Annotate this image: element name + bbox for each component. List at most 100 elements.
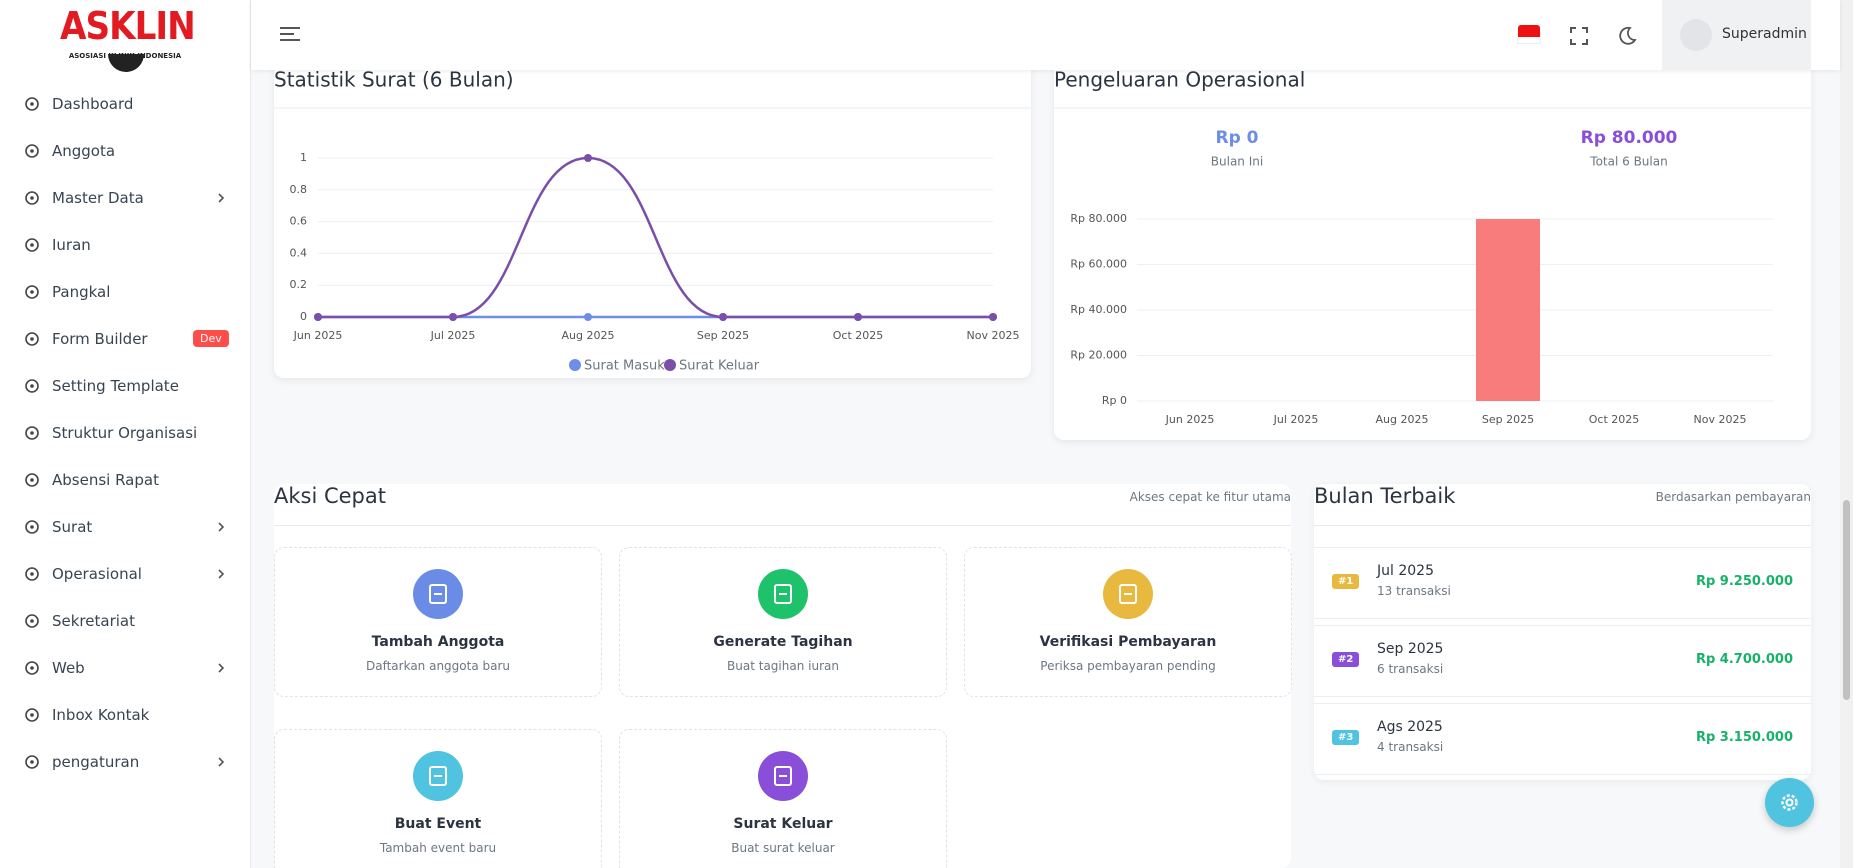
- action-description: Buat surat keluar: [731, 841, 835, 855]
- action-description: Buat tagihan iuran: [727, 659, 839, 673]
- menu-item[interactable]: Sekretariat: [14, 603, 236, 639]
- user-menu[interactable]: Superadmin: [1662, 0, 1811, 70]
- menu-label: Surat: [52, 518, 93, 536]
- menu-item[interactable]: Dashboard: [14, 86, 236, 122]
- menu-item[interactable]: Master Data: [14, 180, 236, 216]
- menu-label: Pangkal: [52, 283, 111, 301]
- action-title: Generate Tagihan: [713, 634, 853, 650]
- action-card[interactable]: Tambah Anggota Daftarkan anggota baru: [274, 547, 602, 697]
- menu-icon: [25, 238, 39, 252]
- fullscreen-button[interactable]: [1569, 26, 1589, 46]
- action-description: Tambah event baru: [379, 841, 497, 855]
- rank-badge: #2: [1332, 652, 1360, 667]
- action-title: Tambah Anggota: [371, 634, 505, 650]
- submenu-arrow: [218, 569, 225, 579]
- transactions: 4 transaksi: [1377, 740, 1444, 754]
- action-icon: [1103, 569, 1153, 619]
- logo-title: ASKLIN: [60, 4, 196, 48]
- ranking-row: #3 Ags 2025 4 transaksi Rp 3.150.000: [1314, 703, 1811, 775]
- language-flag[interactable]: [1518, 25, 1540, 37]
- menu-item[interactable]: Inbox Kontak: [14, 697, 236, 733]
- logo-emblem: [108, 54, 144, 72]
- theme-toggle[interactable]: [1615, 25, 1637, 47]
- menu-icon: [25, 426, 39, 440]
- menu-icon: [25, 144, 39, 158]
- action-title: Surat Keluar: [733, 816, 833, 832]
- menu-item[interactable]: Surat: [14, 509, 236, 545]
- menu-icon: [25, 379, 39, 393]
- menu-icon: [25, 191, 39, 205]
- menu-item[interactable]: Anggota: [14, 133, 236, 169]
- icon-glyph: [429, 584, 447, 604]
- action-icon: [758, 751, 808, 801]
- menu-item[interactable]: pengaturan: [14, 744, 236, 780]
- rank-badge: #3: [1332, 730, 1360, 745]
- amount: Rp 9.250.000: [1695, 574, 1793, 589]
- amount: Rp 4.700.000: [1695, 652, 1793, 667]
- menu-label: Anggota: [52, 142, 116, 160]
- menu-label: Master Data: [52, 189, 144, 207]
- menu-icon: [25, 97, 39, 111]
- action-card[interactable]: Surat Keluar Buat surat keluar: [619, 729, 947, 868]
- menu-badge: Dev: [193, 330, 229, 347]
- menu-item[interactable]: Form Builder Dev: [14, 321, 236, 357]
- scroll-thumb[interactable]: [1843, 500, 1850, 700]
- action-icon: [413, 569, 463, 619]
- action-description: Periksa pembayaran pending: [1040, 659, 1216, 673]
- transactions: 13 transaksi: [1377, 584, 1451, 598]
- action-icon: [413, 751, 463, 801]
- submenu-arrow: [218, 522, 225, 532]
- action-title: Verifikasi Pembayaran: [1039, 634, 1217, 650]
- menu-label: Struktur Organisasi: [52, 424, 198, 442]
- divider: [274, 525, 1291, 526]
- menu-label: Sekretariat: [52, 612, 135, 630]
- transactions: 6 transaksi: [1377, 662, 1444, 676]
- icon-glyph: [774, 584, 792, 604]
- menu-icon: [25, 285, 39, 299]
- menu-item[interactable]: Pangkal: [14, 274, 236, 310]
- menu-label: Form Builder: [52, 330, 148, 348]
- menu-label: Dashboard: [52, 95, 134, 113]
- pengeluaran-card: [1054, 50, 1811, 440]
- menu-label: Setting Template: [52, 377, 179, 395]
- menu-item[interactable]: Struktur Organisasi: [14, 415, 236, 451]
- icon-glyph: [429, 766, 447, 786]
- rank-badge: #1: [1332, 574, 1360, 589]
- avatar: [1680, 19, 1712, 51]
- month: Jul 2025: [1377, 563, 1434, 579]
- menu-label: Iuran: [52, 236, 91, 254]
- section-title: Bulan Terbaik: [1314, 484, 1456, 508]
- menu-label: pengaturan: [52, 753, 140, 771]
- menu-icon: [25, 708, 39, 722]
- menu-icon: [25, 332, 39, 346]
- amount: Rp 3.150.000: [1695, 730, 1793, 745]
- menu-item[interactable]: Setting Template: [14, 368, 236, 404]
- month: Ags 2025: [1377, 719, 1443, 735]
- menu-item[interactable]: Operasional: [14, 556, 236, 592]
- action-card[interactable]: Generate Tagihan Buat tagihan iuran: [619, 547, 947, 697]
- submenu-arrow: [218, 193, 225, 203]
- actions-grid: Tambah Anggota Daftarkan anggota baru Gene…: [274, 547, 1292, 868]
- menu-icon: [25, 567, 39, 581]
- menu-item[interactable]: Iuran: [14, 227, 236, 263]
- menu-toggle[interactable]: [278, 24, 302, 44]
- menu-icon: [25, 614, 39, 628]
- menu-icon: [25, 473, 39, 487]
- settings-fab[interactable]: [1765, 778, 1814, 827]
- menu-item[interactable]: Absensi Rapat: [14, 462, 236, 498]
- ranking-row: #1 Jul 2025 13 transaksi Rp 9.250.000: [1314, 547, 1811, 619]
- action-card[interactable]: Verifikasi Pembayaran Periksa pembayaran …: [964, 547, 1292, 697]
- icon-glyph: [774, 766, 792, 786]
- menu-icon: [25, 755, 39, 769]
- divider: [1314, 525, 1811, 526]
- gear-icon: [1781, 794, 1798, 811]
- menu-icon: [25, 520, 39, 534]
- header: Superadmin: [251, 0, 1840, 70]
- submenu-arrow: [218, 663, 225, 673]
- menu-label: Inbox Kontak: [52, 706, 150, 724]
- bulan-terbaik-card: Bulan Terbaik Berdasarkan pembayaran #1 J…: [1314, 484, 1811, 780]
- menu-item[interactable]: Web: [14, 650, 236, 686]
- action-card[interactable]: Buat Event Tambah event baru: [274, 729, 602, 868]
